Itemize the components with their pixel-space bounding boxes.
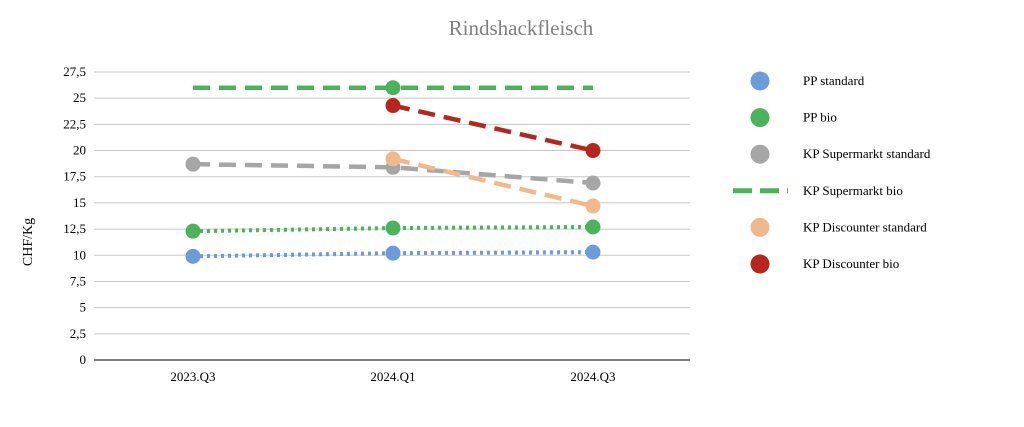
y-tick-label: 25 <box>73 90 86 105</box>
data-point-pp-bio <box>585 219 601 235</box>
axes: 0 2,5 5 7,5 10 12,5 15 17,5 20 22,5 25 27,5 2023.Q3 2… <box>63 64 690 384</box>
data-point-kp-discounter-standard <box>585 198 601 214</box>
series-markers <box>185 80 601 264</box>
data-point-pp-standard <box>185 248 201 264</box>
legend-label: KP Supermarkt standard <box>803 146 931 161</box>
legend-item-kp-discounter-bio: KP Discounter bio <box>750 254 899 274</box>
y-tick-label: 22,5 <box>63 116 86 131</box>
data-point-kp-supermarkt-standard <box>585 175 601 191</box>
legend-label: PP bio <box>803 110 837 125</box>
x-tick-label: 2024.Q1 <box>370 369 415 384</box>
y-axis-label: CHF/Kg <box>21 218 36 266</box>
y-tick-label: 20 <box>73 143 86 158</box>
legend-swatch <box>750 144 770 164</box>
series-lines <box>192 85 594 259</box>
chart-title: Rindshackfleisch <box>449 16 594 40</box>
legend-swatch <box>750 254 770 274</box>
data-point-pp-standard <box>585 244 601 260</box>
data-point-pp-standard <box>385 245 401 261</box>
y-tick-label: 10 <box>73 247 86 262</box>
y-tick-label: 15 <box>73 195 86 210</box>
y-tick-label: 7,5 <box>70 273 86 288</box>
legend-item-pp-standard: PP standard <box>750 71 865 91</box>
series-line-kp-supermarkt-standard <box>192 161 594 186</box>
legend-label: KP Supermarkt bio <box>803 183 903 198</box>
x-tick-label: 2024.Q3 <box>570 369 615 384</box>
data-point-pp-bio <box>385 220 401 236</box>
y-tick-label: 0 <box>80 352 87 367</box>
legend-swatch <box>750 71 770 91</box>
data-point-kp-discounter-bio <box>585 143 601 159</box>
y-tick-label: 5 <box>80 300 87 315</box>
y-tick-label: 17,5 <box>63 169 86 184</box>
series-line-kp-discounter-standard <box>392 156 594 209</box>
y-tick-label: 2,5 <box>70 326 86 341</box>
data-point-pp-bio <box>385 80 401 96</box>
y-tick-label: 12,5 <box>63 221 86 236</box>
legend-swatch <box>750 108 770 128</box>
data-point-kp-discounter-bio <box>385 98 401 114</box>
legend-label: PP standard <box>803 73 865 88</box>
legend-item-kp-supermarkt-standard: KP Supermarkt standard <box>750 144 931 164</box>
legend-item-pp-bio: PP bio <box>750 108 837 128</box>
legend-swatch <box>750 217 770 237</box>
legend: PP standard PP bio KP Supermarkt standard K… <box>733 71 931 274</box>
legend-item-kp-supermarkt-bio: KP Supermarkt bio <box>733 183 903 198</box>
legend-label: KP Discounter standard <box>803 219 927 234</box>
y-tick-label: 27,5 <box>63 64 86 79</box>
x-tick-label: 2023.Q3 <box>170 369 215 384</box>
data-point-kp-discounter-standard <box>385 151 401 167</box>
data-point-kp-supermarkt-standard <box>185 156 201 172</box>
legend-label: KP Discounter bio <box>803 256 899 271</box>
series-line-kp-discounter-bio <box>392 103 594 153</box>
legend-item-kp-discounter-standard: KP Discounter standard <box>750 217 927 237</box>
data-point-pp-bio <box>185 223 201 239</box>
